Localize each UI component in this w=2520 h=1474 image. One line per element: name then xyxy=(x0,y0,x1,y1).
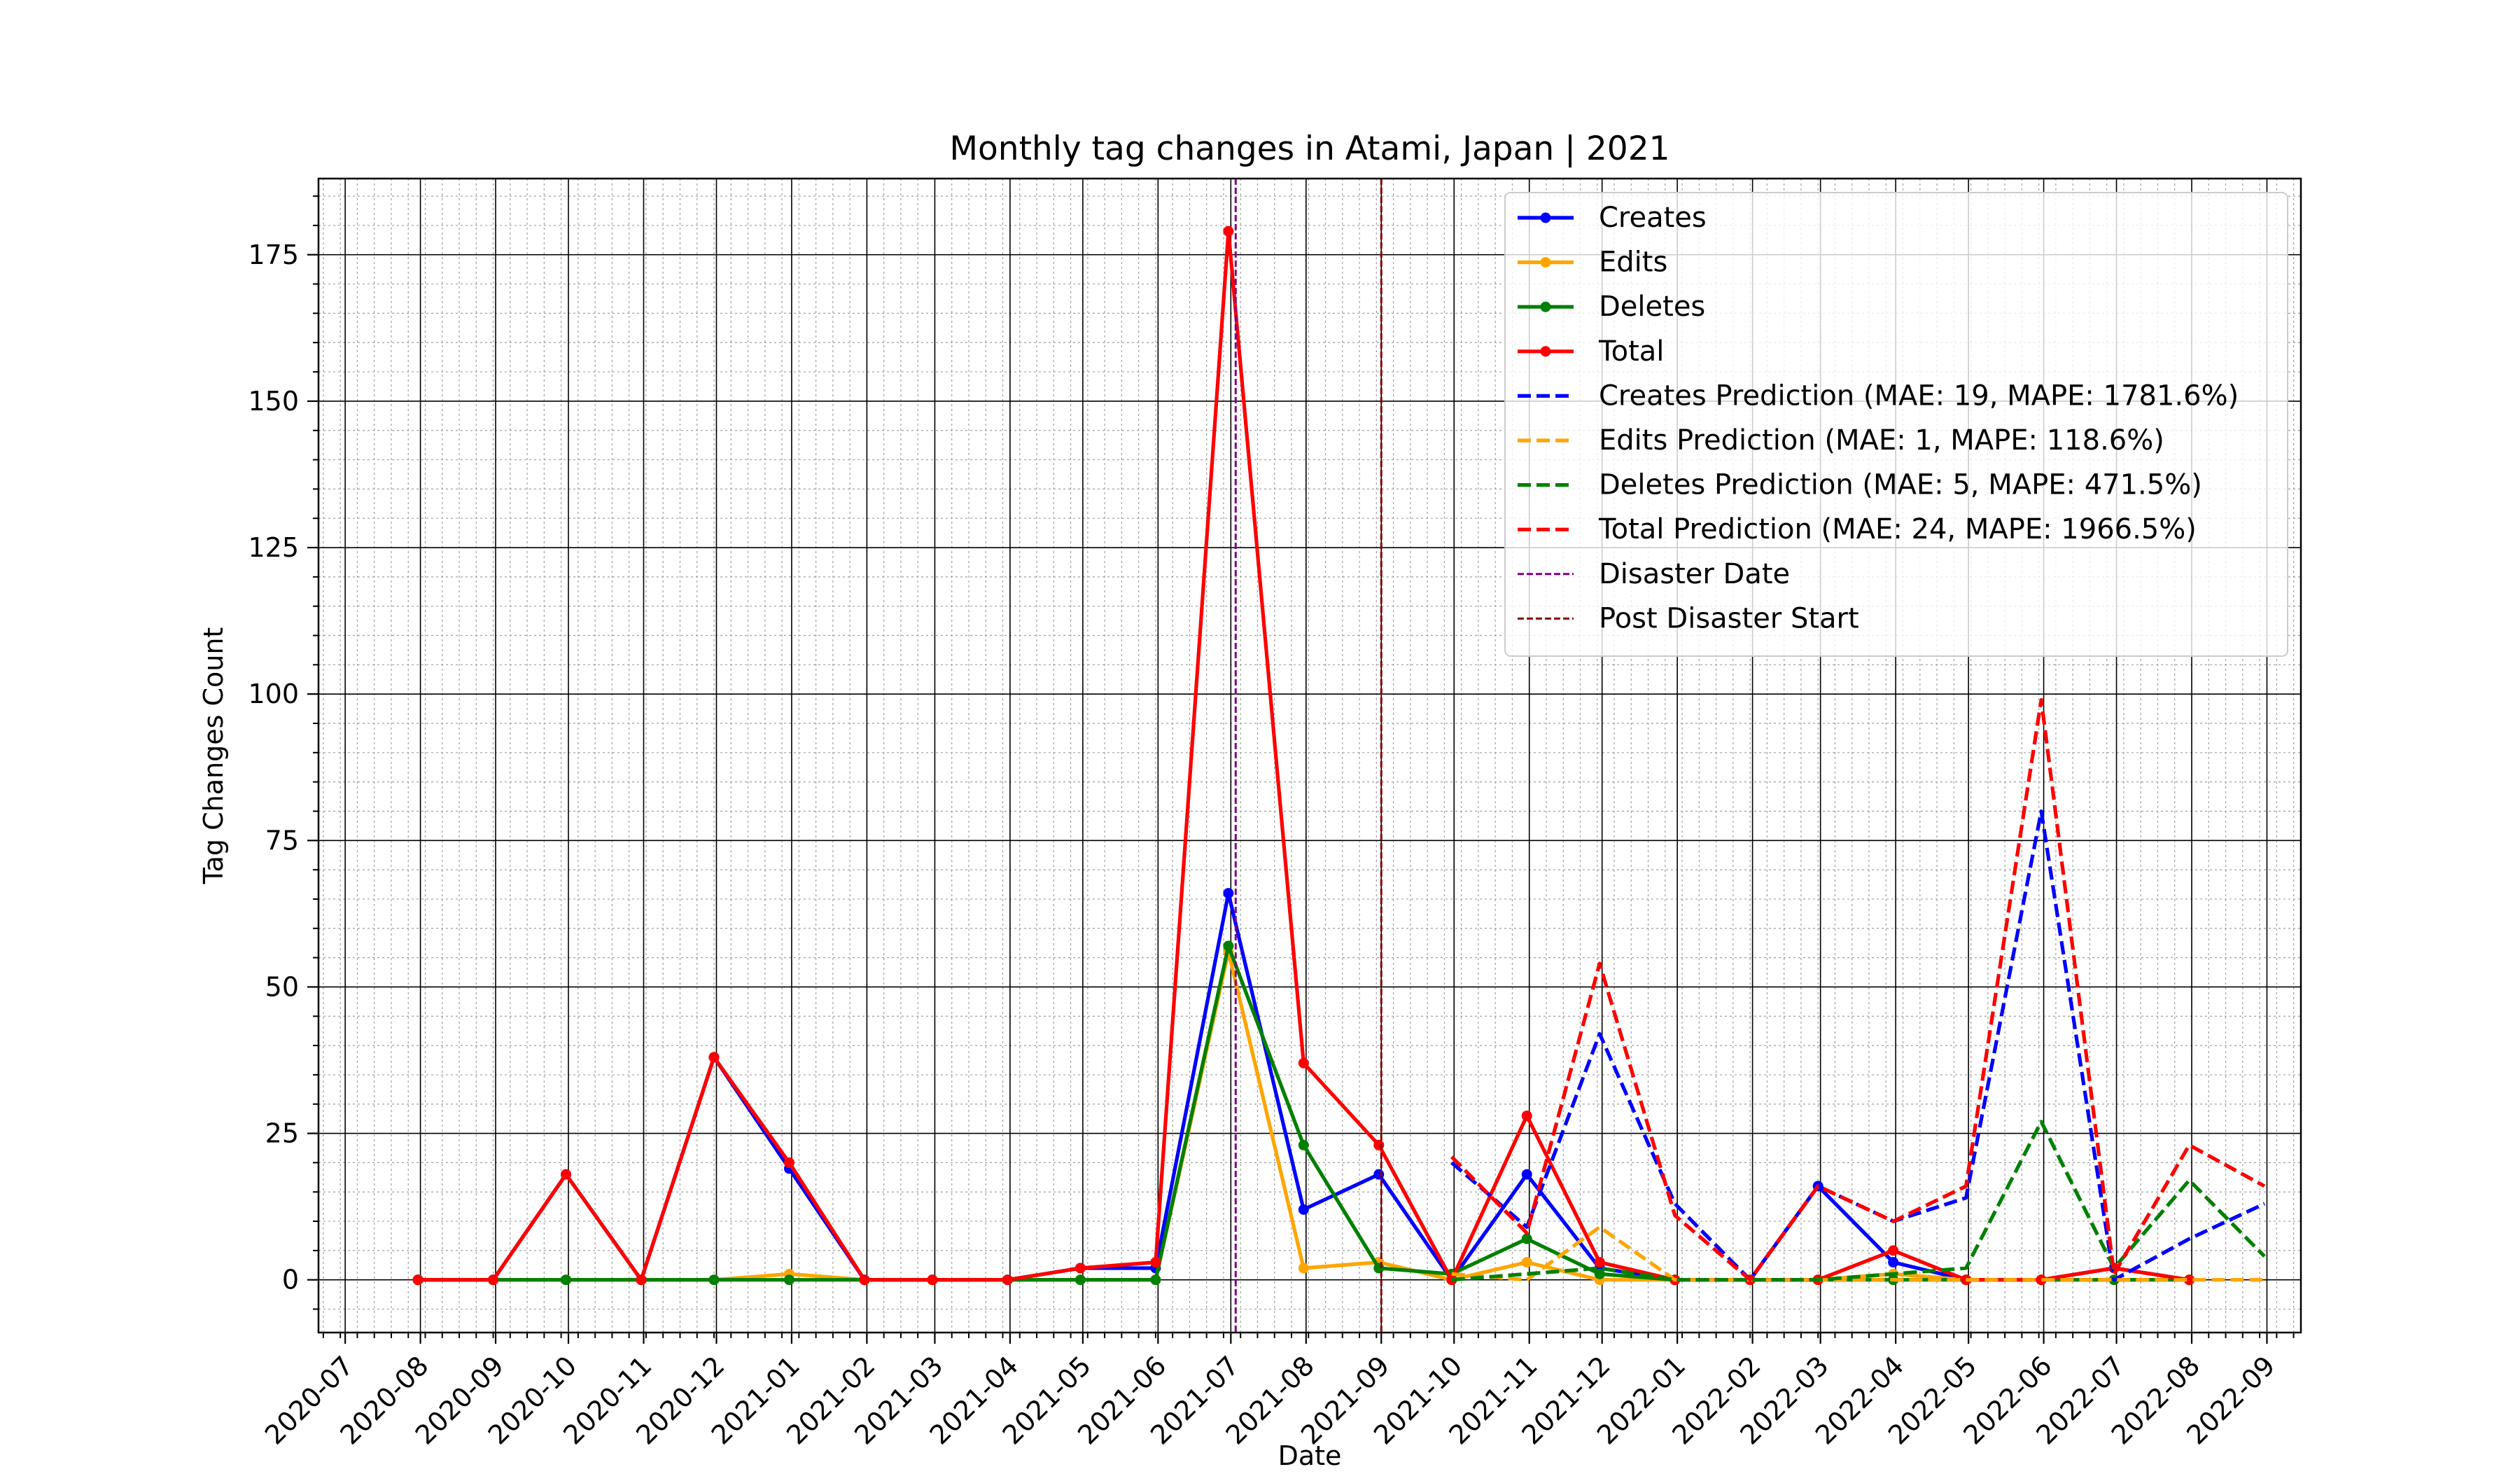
chart-title: Monthly tag changes in Atami, Japan | 20… xyxy=(950,130,1670,168)
legend-label: Creates xyxy=(1599,202,1707,234)
legend-marker xyxy=(1541,346,1551,356)
data-point-total xyxy=(784,1157,794,1168)
y-axis-label: Tag Changes Count xyxy=(198,627,229,885)
data-point-total xyxy=(709,1052,720,1062)
y-tick-label: 150 xyxy=(248,386,299,417)
data-point-deletes xyxy=(1075,1274,1086,1285)
legend-label: Post Disaster Start xyxy=(1599,602,1859,634)
legend-item-deletes-prediction: Deletes Prediction (MAE: 5, MAPE: 471.5%… xyxy=(1518,469,2202,501)
data-point-total xyxy=(1522,1111,1532,1121)
data-point-deletes xyxy=(561,1274,571,1285)
y-tick-label: 100 xyxy=(248,679,299,709)
y-tick-label: 125 xyxy=(248,532,299,563)
data-point-total xyxy=(1298,1058,1309,1069)
data-point-total xyxy=(636,1274,647,1285)
legend-marker xyxy=(1541,302,1551,312)
data-point-total xyxy=(1373,1140,1384,1150)
legend-label: Disaster Date xyxy=(1599,558,1790,590)
data-point-total xyxy=(1595,1257,1605,1267)
data-point-edits xyxy=(1522,1257,1532,1267)
y-tick-label: 75 xyxy=(265,825,299,856)
y-tick-label: 25 xyxy=(265,1118,299,1149)
data-point-total xyxy=(1223,226,1233,237)
data-point-deletes xyxy=(1373,1263,1384,1273)
legend-item-edits-prediction: Edits Prediction (MAE: 1, MAPE: 118.6%) xyxy=(1518,424,2164,457)
y-tick-label: 0 xyxy=(282,1265,299,1295)
data-point-deletes xyxy=(709,1274,720,1285)
legend-item-total-prediction: Total Prediction (MAE: 24, MAPE: 1966.5%… xyxy=(1518,513,2197,545)
x-axis-label: Date xyxy=(1278,1440,1342,1470)
data-point-total xyxy=(1075,1263,1086,1273)
legend-label: Deletes xyxy=(1599,291,1705,323)
y-tick-label: 50 xyxy=(265,971,299,1002)
data-point-deletes xyxy=(1150,1274,1161,1285)
data-point-total xyxy=(927,1274,937,1285)
legend-label: Edits xyxy=(1599,246,1667,279)
data-point-total xyxy=(488,1274,498,1285)
data-point-total xyxy=(859,1274,869,1285)
legend-item-creates-prediction: Creates Prediction (MAE: 19, MAPE: 1781.… xyxy=(1518,380,2239,412)
legend-label: Creates Prediction (MAE: 19, MAPE: 1781.… xyxy=(1599,380,2239,412)
legend-label: Deletes Prediction (MAE: 5, MAPE: 471.5%… xyxy=(1599,469,2202,501)
legend: Creates Edits Deletes Total Creates Predicti… xyxy=(1505,193,2288,656)
legend-marker xyxy=(1541,213,1551,223)
data-point-creates xyxy=(1888,1257,1898,1267)
data-point-edits xyxy=(1298,1263,1309,1273)
data-point-creates xyxy=(1298,1204,1309,1215)
data-point-total xyxy=(1150,1257,1161,1267)
legend-label: Total Prediction (MAE: 24, MAPE: 1966.5%… xyxy=(1598,513,2197,545)
data-point-creates xyxy=(1373,1169,1384,1180)
data-point-deletes xyxy=(784,1274,794,1285)
data-point-total xyxy=(561,1169,571,1180)
data-point-creates xyxy=(1522,1169,1532,1180)
data-point-total xyxy=(1002,1274,1013,1285)
data-point-total xyxy=(413,1274,424,1285)
data-point-creates xyxy=(1223,888,1233,898)
legend-label: Edits Prediction (MAE: 1, MAPE: 118.6%) xyxy=(1599,424,2164,457)
legend-marker xyxy=(1541,257,1551,267)
y-tick-label: 175 xyxy=(248,239,299,270)
legend-label: Total xyxy=(1598,335,1664,368)
data-point-deletes xyxy=(1522,1234,1532,1244)
data-point-total xyxy=(1888,1245,1898,1256)
data-point-deletes xyxy=(1223,940,1233,951)
data-point-deletes xyxy=(1298,1140,1309,1150)
